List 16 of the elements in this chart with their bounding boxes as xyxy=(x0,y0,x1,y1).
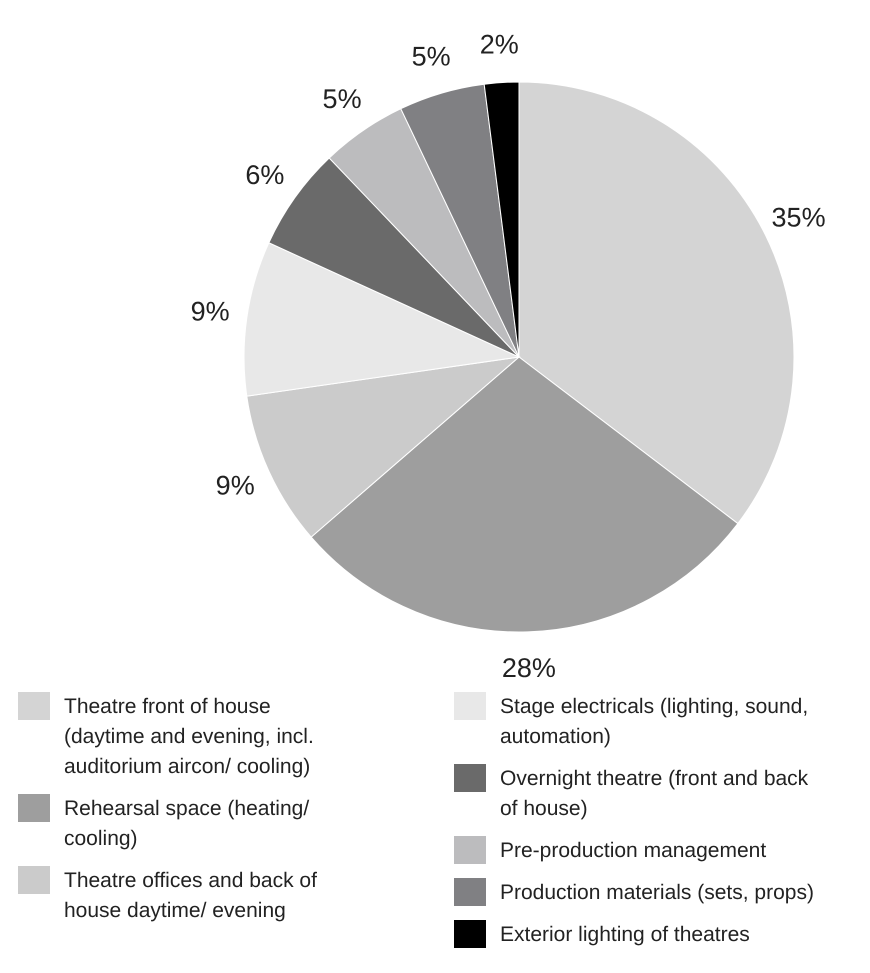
legend-label: Theatre offices and back of house daytime/ evening xyxy=(64,868,318,924)
legend-label: Stage electricals (lighting, sound, automation) xyxy=(500,694,810,750)
data-label: 5% xyxy=(412,42,451,72)
data-label: 9% xyxy=(190,296,230,327)
data-label: 5% xyxy=(322,84,362,114)
legend-label: Theatre front of house (daytime and evening, incl. auditorium aircon/ cooling) xyxy=(64,694,315,780)
legend-label: Exterior lighting of theatres xyxy=(500,922,750,948)
data-label: 35% xyxy=(772,202,826,232)
data-label: 6% xyxy=(245,160,284,190)
data-label: 28% xyxy=(502,652,556,683)
legend-label: Overnight theatre (front and back of house) xyxy=(500,766,810,822)
data-label: 9% xyxy=(216,470,255,501)
legend-label: Production materials (sets, props) xyxy=(500,880,814,906)
legend-label: Rehearsal space (heating/ cooling) xyxy=(64,796,310,852)
legend-label: Pre-production management xyxy=(500,838,766,864)
data-label: 2% xyxy=(480,30,519,60)
